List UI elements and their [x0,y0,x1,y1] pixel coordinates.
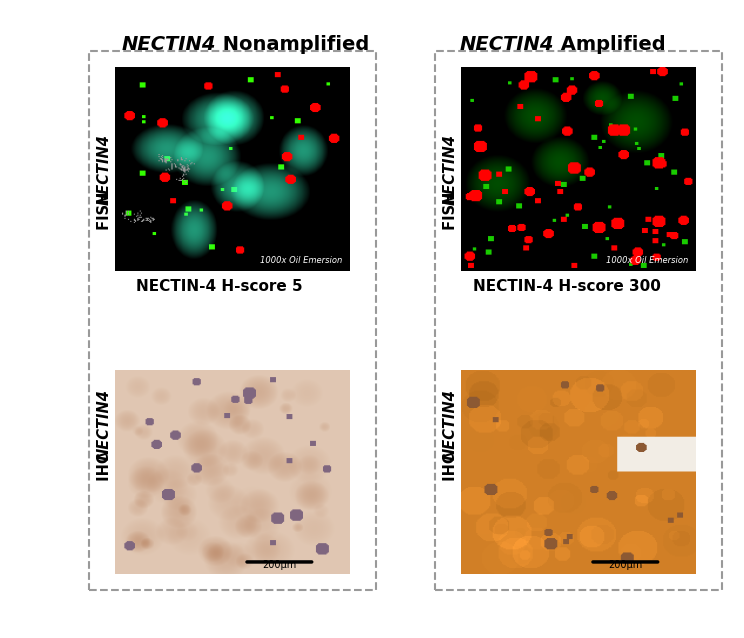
Text: 1000x Oil Emersion: 1000x Oil Emersion [606,256,689,265]
Text: NECTIN4: NECTIN4 [97,389,112,460]
Text: FISH: FISH [97,192,112,235]
Text: 1000x Oil Emersion: 1000x Oil Emersion [260,256,343,265]
Text: FISH: FISH [443,192,458,235]
Text: NECTIN-4 H-score 5: NECTIN-4 H-score 5 [136,279,303,294]
Text: NECTIN4: NECTIN4 [443,133,458,205]
Text: Nonamplified: Nonamplified [216,35,369,54]
Text: NECTIN4: NECTIN4 [97,133,112,205]
Text: IHC: IHC [97,452,112,486]
Text: NECTIN4: NECTIN4 [460,35,554,54]
Text: NECTIN4: NECTIN4 [443,389,458,460]
Text: IHC: IHC [443,452,458,486]
Text: 200μm: 200μm [608,560,643,570]
Text: 200μm: 200μm [262,560,297,570]
Text: Amplified: Amplified [554,35,666,54]
Text: NECTIN-4 H-score 300: NECTIN-4 H-score 300 [473,279,661,294]
Text: NECTIN4: NECTIN4 [121,35,216,54]
